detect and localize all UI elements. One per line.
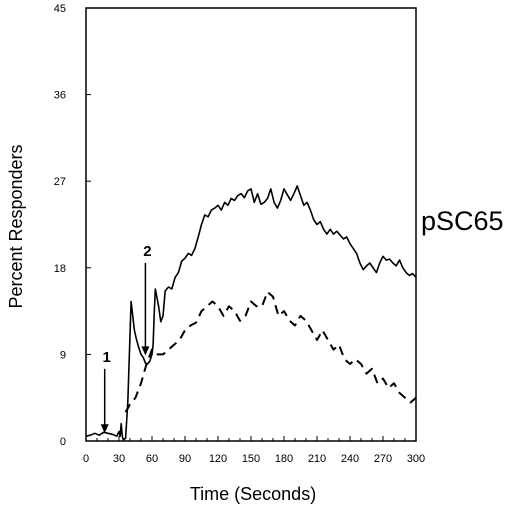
x-tick-label: 270 (374, 453, 392, 465)
y-tick-label: 27 (54, 176, 66, 188)
x-axis: 0 30 60 90 120 150 180 210 240 270 300 (83, 436, 425, 465)
x-tick-label: 0 (83, 453, 89, 465)
series-layer (85, 185, 417, 441)
y-tick-label: 36 (54, 90, 66, 102)
x-tick-label: 30 (113, 453, 125, 465)
y-axis-title: Percent Responders (6, 144, 26, 308)
x-tick-label: 240 (341, 453, 359, 465)
y-tick-label: 45 (54, 3, 66, 15)
x-axis-title: Time (Seconds) (190, 484, 316, 504)
x-tick-label: 210 (308, 453, 326, 465)
x-tick-label: 120 (209, 453, 227, 465)
panel-label: pSC65 (421, 206, 504, 236)
y-tick-label: 9 (60, 349, 66, 361)
x-tick-label: 90 (179, 453, 191, 465)
x-tick-label: 150 (242, 453, 260, 465)
series-line-dashed (124, 290, 417, 413)
y-tick-label: 18 (54, 263, 66, 275)
annotation-arrowhead (141, 346, 150, 356)
plot-frame (85, 7, 417, 442)
annotation-arrowhead (100, 424, 109, 434)
y-axis: 0 9 18 27 36 45 (54, 3, 91, 448)
x-tick-label: 60 (146, 453, 158, 465)
x-tick-label: 180 (275, 453, 293, 465)
annotation-layer: 12 (100, 243, 152, 434)
annotation-label: 2 (143, 243, 151, 260)
y-tick-label: 0 (60, 436, 66, 448)
annotation-label: 1 (103, 349, 111, 366)
series-line-solid (85, 185, 417, 441)
x-tick-label: 300 (407, 453, 425, 465)
